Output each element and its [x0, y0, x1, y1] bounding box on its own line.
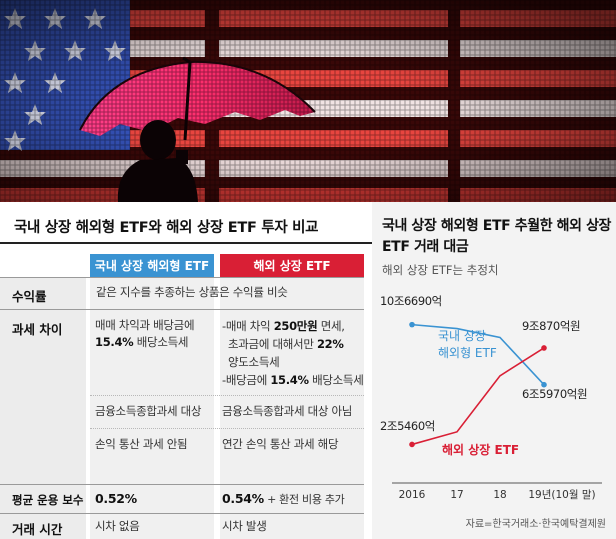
row-label-trade: 거래 시간 — [12, 522, 63, 537]
comparison-table: 국내 상장 해외형 ETF와 해외 상장 ETF 투자 비교 국내 상장 해외형… — [0, 202, 372, 539]
x-tick-label: 17 — [450, 489, 463, 501]
tax-overseas-line2a: 초과금에 대해서만 — [228, 337, 317, 351]
cell-fee-overseas: 0.54% + 환전 비용 추가 — [222, 490, 345, 508]
cell-loss-domestic: 손익 통산 과세 안됨 — [95, 437, 188, 451]
series-line — [411, 347, 545, 446]
table-title: 국내 상장 해외형 ETF와 해외 상장 ETF 투자 비교 — [14, 220, 319, 236]
row-divider — [0, 277, 364, 278]
cell-comprehensive-overseas: 금융소득종합과세 대상 아님 — [222, 404, 353, 418]
row-label-bg-return — [0, 277, 86, 309]
tax-overseas-line1a: -매매 차익 — [222, 319, 274, 333]
tax-domestic-line2: 배당소득세 — [133, 335, 189, 349]
x-tick-label: 18 — [493, 489, 506, 501]
column-background-domestic — [90, 277, 214, 539]
x-tick-label: 19년(10월 말) — [528, 489, 595, 501]
cell-return: 같은 지수를 추종하는 상품은 수익률 비슷 — [96, 285, 288, 299]
series-label-domestic-line2: 해외형 ETF — [438, 346, 497, 360]
chart-subtitle: 해외 상장 ETF는 추정치 — [382, 263, 499, 277]
data-point — [409, 441, 415, 448]
tax-overseas-rate: 22% — [316, 337, 344, 351]
x-tick-label: 2016 — [399, 489, 426, 501]
chart-title: 국내 상장 해외형 ETF 추월한 해외 상장 ETF 거래 대금 — [382, 218, 612, 255]
fee-overseas-value: 0.54% — [222, 491, 264, 506]
person-silhouette — [117, 120, 198, 202]
tax-domestic-line1: 매매 차익과 배당금에 — [95, 318, 195, 332]
annotation-overseas-start: 2조5460억 — [380, 419, 435, 433]
row-divider — [0, 309, 364, 310]
row-divider — [0, 513, 364, 514]
hero-photo — [0, 0, 616, 202]
tax-overseas-line4c: 배당소득세 — [308, 373, 364, 387]
row-label-return: 수익률 — [12, 289, 47, 304]
tax-overseas-dividend-rate: 15.4% — [270, 373, 309, 387]
cell-loss-overseas: 연간 손익 통산 과세 해당 — [222, 437, 339, 451]
column-header-domestic: 국내 상장 해외형 ETF — [90, 254, 214, 277]
cell-tax-overseas: -매매 차익 250만원 면세, 초과금에 대해서만 22% 양도소득세 -배당… — [222, 317, 364, 389]
umbrella-silhouette — [79, 56, 316, 141]
row-label-bg-tax — [0, 310, 86, 484]
column-background-overseas — [220, 277, 364, 539]
tax-overseas-exempt: 250만원 — [273, 319, 318, 333]
tax-domestic-rate: 15.4% — [95, 335, 134, 349]
data-point — [541, 381, 547, 388]
flag-umbrella-photo — [0, 0, 616, 202]
row-divider-dotted — [90, 428, 364, 429]
row-divider-dotted — [90, 395, 364, 396]
cell-trade-domestic: 시차 없음 — [95, 519, 140, 533]
title-rule — [0, 242, 372, 244]
tax-overseas-line3: 양도소득세 — [228, 355, 280, 369]
annotation-domestic-end: 6조5970억원 — [522, 387, 587, 401]
row-label-tax: 과세 차이 — [12, 322, 63, 337]
row-divider — [0, 484, 364, 485]
chart-source: 자료=한국거래소·한국예탁결제원 — [465, 519, 606, 530]
series-label-overseas: 해외 상장 ETF — [442, 442, 519, 457]
tax-overseas-line1c: 면세, — [317, 319, 345, 333]
cell-trade-overseas: 시차 발생 — [222, 519, 267, 533]
row-label-bg-trade — [0, 514, 86, 539]
cell-tax-domestic: 매매 차익과 배당금에 15.4% 배당소득세 — [95, 317, 195, 351]
data-point — [541, 345, 547, 351]
column-header-overseas: 해외 상장 ETF — [220, 254, 364, 277]
annotation-overseas-end: 9조870억원 — [522, 319, 580, 333]
tax-overseas-line4a: -배당금에 — [222, 373, 271, 387]
row-label-fee: 평균 운용 보수 — [12, 493, 84, 507]
data-point — [409, 321, 415, 328]
annotation-domestic-start: 10조6690억 — [380, 294, 442, 308]
fee-overseas-extra: + 환전 비용 추가 — [263, 493, 345, 506]
row-label-bg-fee — [0, 485, 86, 513]
cell-fee-domestic: 0.52% — [95, 491, 137, 506]
series-label-domestic: 국내 상장 — [438, 329, 486, 343]
cell-comprehensive-domestic: 금융소득종합과세 대상 — [95, 404, 202, 418]
